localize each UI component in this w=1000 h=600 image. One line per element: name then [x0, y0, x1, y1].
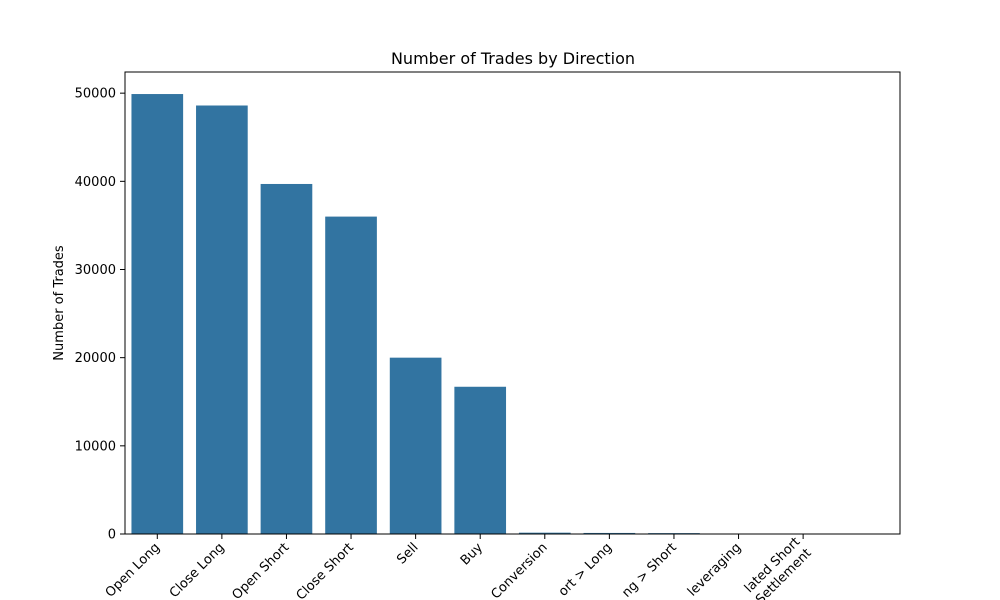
bar-8: [583, 532, 636, 534]
y-axis-label: Number of Trades: [52, 245, 67, 361]
y-tick-label: 50000: [75, 87, 116, 102]
y-tick-label: 20000: [75, 351, 116, 366]
y-tick-label: 0: [108, 528, 116, 543]
bar-7: [518, 532, 571, 534]
bar-5: [389, 357, 442, 534]
x-tick-label: ng > Short: [619, 540, 679, 600]
bar-4: [325, 216, 377, 535]
bar-2: [196, 105, 248, 534]
x-tick-label: Sell: [394, 540, 421, 567]
bar-1: [131, 94, 184, 534]
x-tick-label: Close Short: [294, 540, 357, 600]
x-tick-label: Buy: [458, 540, 486, 568]
x-tick-label: Open Short: [230, 540, 293, 600]
y-tick-label: 30000: [75, 263, 116, 278]
x-tick-label: Conversion: [488, 540, 550, 600]
chart-title: Number of Trades by Direction: [391, 49, 635, 68]
plot-frame: [124, 71, 901, 535]
x-tick-label: Close Long: [167, 540, 228, 600]
x-tick-label: lated ShortSettlement: [742, 535, 815, 600]
x-tick-label: ort > Long: [556, 540, 615, 599]
bar-3: [260, 183, 313, 535]
x-tick-label: Open Long: [103, 540, 163, 600]
y-tick-label: 10000: [75, 439, 116, 454]
bar-6: [454, 386, 507, 534]
x-tick-label: leveraging: [685, 540, 744, 599]
y-tick-label: 40000: [75, 175, 116, 190]
